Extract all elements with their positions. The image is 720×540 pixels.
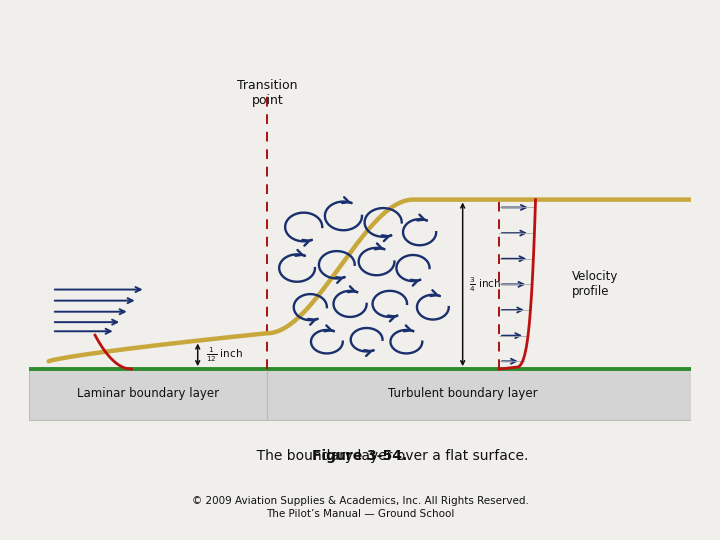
Text: The boundary layer over a flat surface.: The boundary layer over a flat surface. [192, 449, 528, 463]
Text: The Pilot’s Manual — Ground School: The Pilot’s Manual — Ground School [266, 509, 454, 519]
Text: Figure 3-54.: Figure 3-54. [312, 449, 408, 463]
Text: $\frac{3}{4}$ inch: $\frac{3}{4}$ inch [469, 275, 501, 294]
Bar [267, 369, 691, 420]
Text: $\frac{1}{12}$ inch: $\frac{1}{12}$ inch [206, 346, 243, 364]
Text: Laminar boundary layer: Laminar boundary layer [77, 387, 219, 400]
Bar [29, 369, 691, 420]
Text: Transition
point: Transition point [237, 79, 297, 107]
Text: Turbulent boundary layer: Turbulent boundary layer [388, 387, 538, 400]
Bar [29, 369, 267, 420]
Text: Velocity
profile: Velocity profile [572, 271, 618, 298]
Text: © 2009 Aviation Supplies & Academics, Inc. All Rights Reserved.: © 2009 Aviation Supplies & Academics, In… [192, 496, 528, 506]
